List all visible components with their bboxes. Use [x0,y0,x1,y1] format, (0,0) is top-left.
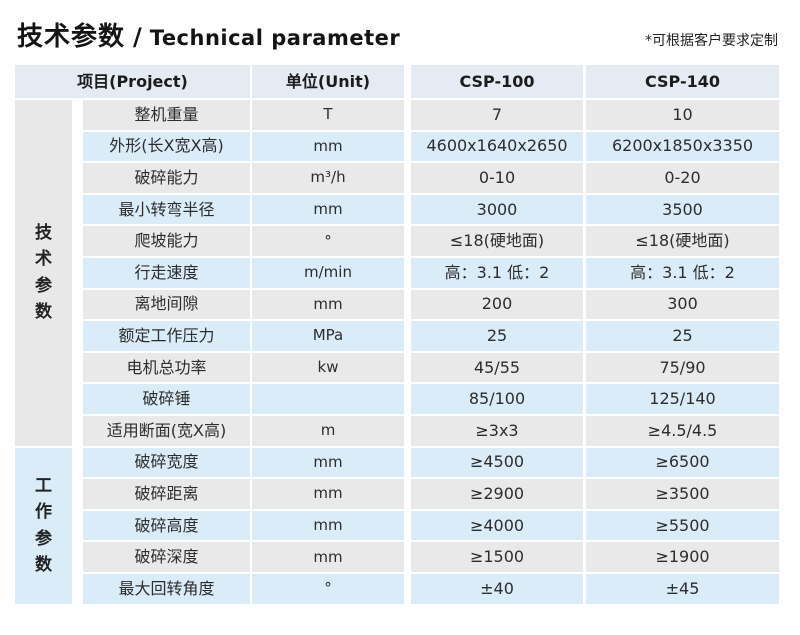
csp100-value: ≥4000 [411,510,583,541]
unit-value: mm [252,479,404,509]
spec-table: 项目(Project) 单位(Unit) CSP-100 CSP-140 技 术… [15,65,779,604]
csp100-value: 45/55 [411,352,583,383]
unit-value: ° [252,226,404,256]
param-name: 破碎深度 [83,542,250,572]
unit-value: m/min [252,257,404,288]
title-separator: / [133,23,142,51]
csp100-value: ≥2900 [411,479,583,509]
csp100-value: 7 [411,100,583,130]
csp140-value: ≥3500 [586,479,779,509]
csp140-value: ≥1900 [586,542,779,572]
csp100-value: ≥4500 [411,447,583,478]
csp100-value: ≥3x3 [411,415,583,446]
param-name: 额定工作压力 [83,321,250,351]
csp140-value: 25 [586,321,779,351]
csp100-value: 25 [411,321,583,351]
title-bar: 技术参数 / Technical parameter *可根据客户要求定制 [17,20,778,53]
csp140-value: ≥5500 [586,510,779,541]
unit-value: MPa [252,321,404,351]
param-name: 破碎高度 [83,510,250,541]
unit-value: ° [252,573,404,604]
param-name: 行走速度 [83,257,250,288]
param-name: 破碎能力 [83,163,250,193]
param-name: 破碎宽度 [83,447,250,478]
param-name: 爬坡能力 [83,226,250,256]
unit-value: mm [252,194,404,225]
csp140-value: ±45 [586,573,779,604]
title-chinese: 技术参数 [17,22,126,52]
header-project: 项目(Project) [15,65,250,98]
csp100-value: 3000 [411,194,583,225]
csp100-value: ±40 [411,573,583,604]
param-name: 外形(长X宽X高) [83,131,250,162]
customization-note: *可根据客户要求定制 [645,33,778,49]
param-name: 整机重量 [83,100,250,130]
title-english: Technical parameter [149,26,401,50]
param-name: 破碎锤 [83,384,250,414]
param-name: 最小转弯半径 [83,194,250,225]
param-name: 最大回转角度 [83,573,250,604]
csp140-value: ≤18(硬地面) [586,226,779,256]
unit-value: mm [252,542,404,572]
csp100-value: ≤18(硬地面) [411,226,583,256]
unit-value: mm [252,131,404,162]
csp100-value: 0-10 [411,163,583,193]
unit-value: mm [252,510,404,541]
header-model-csp100: CSP-100 [411,65,583,98]
param-name: 适用断面(宽X高) [83,415,250,446]
param-name: 离地间隙 [83,289,250,320]
csp140-value: 300 [586,289,779,320]
unit-value: m³/h [252,163,404,193]
csp100-value: 85/100 [411,384,583,414]
unit-value: m [252,415,404,446]
header-model-csp140: CSP-140 [586,65,779,98]
page-title: 技术参数 / Technical parameter [17,16,400,53]
csp140-value: 10 [586,100,779,130]
param-name: 电机总功率 [83,352,250,383]
unit-value: mm [252,447,404,478]
csp140-value: ≥6500 [586,447,779,478]
unit-value: kw [252,352,404,383]
csp140-value: 6200x1850x3350 [586,131,779,162]
section-technical-parameters: 技 术 参 数 [15,100,72,446]
csp140-value: ≥4.5/4.5 [586,415,779,446]
csp140-value: 3500 [586,194,779,225]
csp100-value: 4600x1640x2650 [411,131,583,162]
csp140-value: 高：3.1 低：2 [586,257,779,288]
param-name: 破碎距离 [83,479,250,509]
csp140-value: 75/90 [586,352,779,383]
unit-value: mm [252,289,404,320]
unit-value: T [252,100,404,130]
csp140-value: 125/140 [586,384,779,414]
section-working-parameters: 工 作 参 数 [15,447,72,604]
header-unit: 单位(Unit) [252,65,404,98]
csp100-value: 高：3.1 低：2 [411,257,583,288]
csp100-value: ≥1500 [411,542,583,572]
csp100-value: 200 [411,289,583,320]
section-label: 工 作 参 数 [35,475,52,575]
csp140-value: 0-20 [586,163,779,193]
unit-value [252,384,404,414]
section-label: 技 术 参 数 [35,223,52,323]
